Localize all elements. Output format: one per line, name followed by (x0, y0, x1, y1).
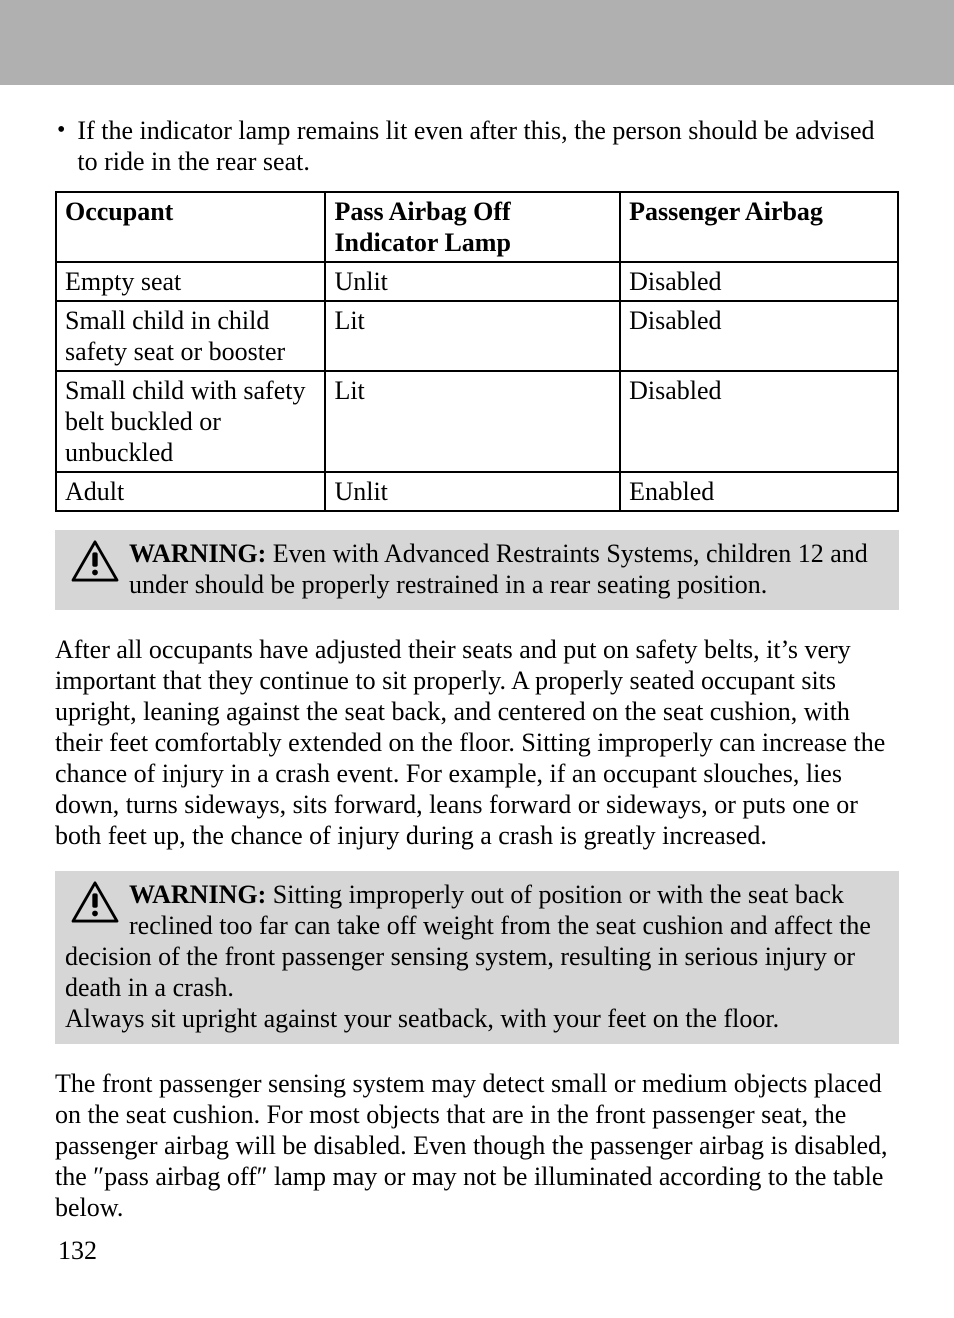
table-cell: Adult (56, 472, 325, 511)
table-header-cell: Pass Airbag Off Indicator Lamp (325, 192, 620, 262)
table-cell: Unlit (325, 262, 620, 301)
header-band (0, 0, 954, 85)
table-header-cell: Passenger Airbag (620, 192, 898, 262)
warning-box-1: WARNING: Even with Advanced Restraints S… (55, 530, 899, 610)
table-row: Small child in child safety seat or boos… (56, 301, 898, 371)
paragraph: The front passenger sensing system may d… (55, 1068, 899, 1223)
page-number: 132 (58, 1236, 97, 1266)
table-cell: Empty seat (56, 262, 325, 301)
table-header-cell: Occupant (56, 192, 325, 262)
warning-label: WARNING: (129, 539, 266, 568)
table-cell: Small child with safety belt buckled or … (56, 371, 325, 472)
table-cell: Unlit (325, 472, 620, 511)
bullet-marker: • (55, 115, 77, 177)
bullet-item: • If the indicator lamp remains lit even… (55, 115, 899, 177)
table-cell: Lit (325, 301, 620, 371)
page-content: • If the indicator lamp remains lit even… (0, 85, 954, 1223)
table-row: Adult Unlit Enabled (56, 472, 898, 511)
warning-icon (71, 881, 119, 923)
paragraph: After all occupants have adjusted their … (55, 634, 899, 851)
warning-text-line2: Always sit upright against your seatback… (65, 1003, 889, 1034)
warning-label: WARNING: (129, 880, 266, 909)
bullet-text: If the indicator lamp remains lit even a… (77, 115, 899, 177)
airbag-table: Occupant Pass Airbag Off Indicator Lamp … (55, 191, 899, 512)
table-header-row: Occupant Pass Airbag Off Indicator Lamp … (56, 192, 898, 262)
warning-box-2: WARNING: Sitting improperly out of posit… (55, 871, 899, 1044)
table-cell: Disabled (620, 301, 898, 371)
table-cell: Disabled (620, 371, 898, 472)
table-cell: Enabled (620, 472, 898, 511)
table-row: Small child with safety belt buckled or … (56, 371, 898, 472)
table-cell: Disabled (620, 262, 898, 301)
warning-icon (71, 540, 119, 582)
table-cell: Small child in child safety seat or boos… (56, 301, 325, 371)
table-cell: Lit (325, 371, 620, 472)
table-row: Empty seat Unlit Disabled (56, 262, 898, 301)
